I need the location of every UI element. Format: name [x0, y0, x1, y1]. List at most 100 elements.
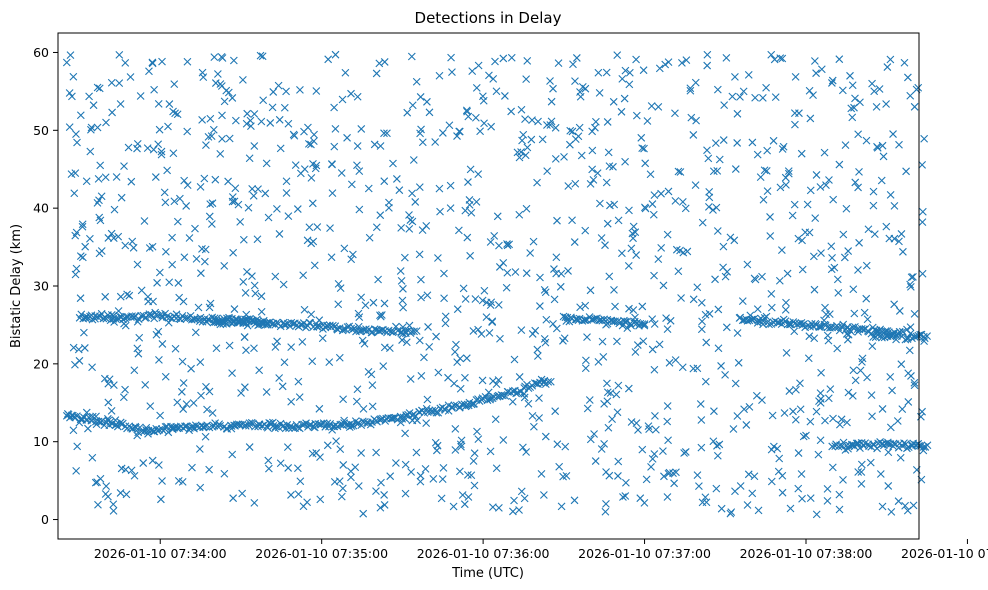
- data-point: [577, 151, 586, 160]
- data-point: [256, 51, 265, 60]
- data-point: [470, 449, 479, 458]
- data-point: [495, 263, 504, 271]
- data-point: [347, 473, 355, 482]
- data-point: [225, 134, 234, 143]
- data-point: [542, 315, 551, 324]
- data-point: [539, 491, 548, 499]
- data-point: [573, 315, 581, 324]
- data-point: [478, 296, 487, 305]
- data-point: [900, 58, 909, 67]
- data-point: [324, 55, 333, 64]
- data-point: [178, 357, 187, 366]
- data-point: [812, 510, 821, 519]
- data-point: [602, 178, 611, 187]
- data-point: [253, 235, 262, 244]
- data-point: [183, 57, 192, 66]
- data-point: [920, 337, 928, 346]
- data-point: [399, 303, 408, 312]
- data-point: [250, 110, 259, 118]
- data-point: [586, 435, 595, 444]
- data-point: [198, 115, 207, 124]
- data-point: [433, 441, 442, 450]
- data-point: [91, 478, 100, 487]
- data-point: [752, 391, 761, 400]
- data-point: [674, 167, 683, 176]
- data-point: [493, 212, 502, 221]
- data-point: [495, 241, 503, 250]
- data-point: [206, 114, 215, 123]
- data-point: [198, 244, 206, 253]
- data-point: [713, 451, 722, 460]
- data-point: [522, 448, 531, 456]
- data-point: [608, 415, 616, 424]
- data-point: [851, 178, 860, 187]
- data-point: [762, 83, 770, 92]
- data-point: [241, 288, 250, 297]
- data-point: [586, 180, 595, 188]
- data-point: [776, 183, 785, 192]
- data-point: [406, 375, 415, 383]
- data-point: [906, 280, 914, 289]
- data-point: [298, 338, 307, 346]
- data-point: [613, 51, 622, 60]
- data-point: [125, 291, 134, 300]
- data-point: [711, 139, 720, 147]
- data-point: [372, 223, 381, 232]
- data-point: [709, 206, 717, 214]
- data-point: [359, 405, 368, 413]
- data-point: [339, 325, 348, 333]
- data-point: [467, 471, 476, 480]
- data-point: [391, 459, 400, 467]
- data-point: [533, 178, 541, 187]
- data-point: [611, 302, 619, 311]
- data-point: [613, 337, 621, 346]
- data-point: [435, 184, 444, 193]
- data-point: [572, 54, 581, 62]
- data-point: [190, 315, 198, 323]
- data-point: [376, 142, 385, 150]
- data-point: [120, 162, 128, 170]
- data-point: [817, 249, 825, 257]
- data-point: [844, 247, 853, 255]
- data-point: [639, 337, 648, 346]
- data-point: [491, 57, 499, 66]
- data-point: [187, 364, 195, 373]
- data-point: [806, 417, 815, 426]
- data-point: [141, 380, 150, 389]
- data-point: [480, 119, 488, 128]
- data-point: [528, 116, 536, 124]
- y-tick-label: 30: [33, 279, 49, 294]
- data-point: [72, 466, 81, 475]
- data-point: [517, 487, 526, 496]
- data-point: [409, 156, 418, 164]
- data-point: [490, 231, 499, 240]
- data-point: [188, 463, 196, 472]
- data-point: [633, 341, 642, 349]
- data-point: [812, 69, 820, 78]
- data-point: [271, 343, 280, 351]
- data-point: [170, 80, 179, 88]
- data-point: [476, 127, 484, 136]
- data-point: [496, 334, 504, 343]
- x-tick-label: 2026-01-10 07:38:00: [740, 546, 873, 561]
- data-point: [657, 244, 666, 252]
- data-point: [261, 189, 270, 198]
- data-point: [170, 197, 179, 206]
- data-point: [408, 217, 417, 226]
- data-point: [96, 216, 105, 225]
- data-point: [765, 320, 774, 329]
- data-point: [451, 446, 460, 454]
- data-point: [459, 284, 468, 293]
- data-point: [529, 422, 538, 431]
- data-point: [431, 138, 440, 146]
- data-point: [198, 68, 207, 77]
- data-point: [71, 169, 80, 178]
- data-point: [237, 389, 245, 397]
- data-point: [780, 409, 789, 417]
- data-point: [543, 167, 552, 176]
- data-point: [541, 288, 550, 297]
- data-point: [854, 468, 863, 476]
- data-point: [182, 202, 191, 210]
- data-point: [463, 107, 471, 116]
- data-point: [275, 230, 284, 238]
